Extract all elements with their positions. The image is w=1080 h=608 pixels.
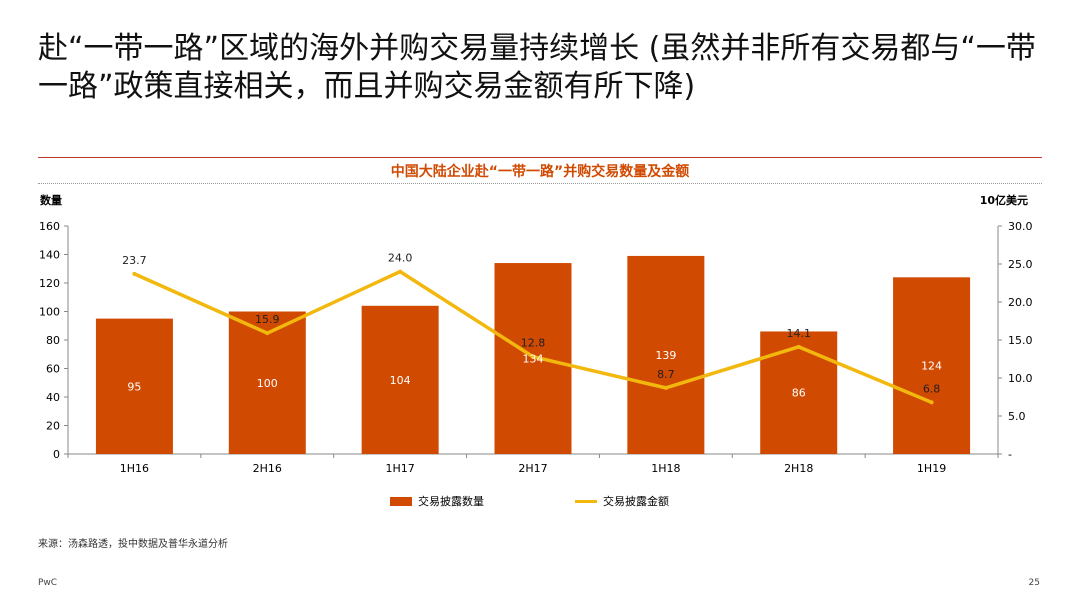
left-tick-label: 0 bbox=[53, 448, 60, 461]
line-data-label: 12.8 bbox=[521, 337, 546, 350]
line-point bbox=[663, 385, 668, 390]
left-tick-label: 20 bbox=[46, 420, 60, 433]
left-tick-label: 80 bbox=[46, 334, 60, 347]
slide-title: 赴“一带一路”区域的海外并购交易量持续增长 (虽然并非所有交易都与“一带一路”政… bbox=[38, 31, 1036, 104]
right-tick-label: 10.0 bbox=[1008, 372, 1033, 385]
line-point bbox=[796, 344, 801, 349]
bar bbox=[228, 311, 306, 454]
line-point bbox=[132, 271, 137, 276]
bar-data-label: 86 bbox=[792, 387, 806, 400]
line-data-label: 24.0 bbox=[388, 252, 413, 265]
right-tick-label: 30.0 bbox=[1008, 220, 1033, 233]
x-tick-label: 2H17 bbox=[518, 462, 547, 475]
bar-data-label: 104 bbox=[390, 374, 411, 387]
x-tick-label: 1H18 bbox=[651, 462, 680, 475]
bar bbox=[627, 255, 705, 454]
right-tick-label: 20.0 bbox=[1008, 296, 1033, 309]
line-point bbox=[265, 331, 270, 336]
line-data-label: 14.1 bbox=[786, 327, 811, 340]
x-tick-label: 2H16 bbox=[253, 462, 282, 475]
bar bbox=[760, 331, 838, 454]
right-axis-title: 10亿美元 bbox=[979, 194, 1028, 207]
left-tick-label: 40 bbox=[46, 391, 60, 404]
bar bbox=[95, 318, 173, 454]
x-tick-label: 1H17 bbox=[386, 462, 415, 475]
right-tick-label: 5.0 bbox=[1008, 410, 1026, 423]
right-tick-label: - bbox=[1008, 448, 1012, 461]
legend-item-bar: 交易披露数量 bbox=[390, 493, 484, 509]
bar-data-label: 124 bbox=[921, 360, 942, 373]
line-point bbox=[531, 354, 535, 359]
line-data-label: 6.8 bbox=[923, 382, 941, 395]
bar-data-label: 139 bbox=[655, 349, 676, 362]
chart-title-divider bbox=[38, 183, 1042, 184]
left-tick-label: 60 bbox=[46, 363, 60, 376]
legend-label-line: 交易披露金额 bbox=[603, 495, 669, 508]
bar bbox=[361, 305, 439, 454]
left-tick-label: 140 bbox=[39, 249, 60, 262]
x-tick-label: 1H19 bbox=[917, 462, 946, 475]
line-data-label: 8.7 bbox=[657, 368, 675, 381]
title-divider bbox=[38, 157, 1042, 158]
legend-swatch-bar bbox=[390, 496, 412, 506]
x-tick-label: 1H16 bbox=[120, 462, 149, 475]
left-tick-label: 120 bbox=[39, 277, 60, 290]
left-tick-label: 160 bbox=[39, 220, 60, 233]
source-note: 来源：汤森路透，投中数据及普华永道分析 bbox=[38, 539, 228, 550]
bar bbox=[893, 277, 971, 454]
x-tick-label: 2H18 bbox=[784, 462, 813, 475]
legend-label-bar: 交易披露数量 bbox=[418, 495, 484, 508]
bar-data-label: 100 bbox=[257, 377, 278, 390]
chart-title: 中国大陆企业赴“一带一路”并购交易数量及金额 bbox=[390, 164, 690, 180]
line-point bbox=[398, 269, 403, 274]
right-tick-label: 15.0 bbox=[1008, 334, 1033, 347]
bar-data-label: 95 bbox=[127, 380, 141, 393]
left-axis-title: 数量 bbox=[40, 194, 62, 207]
left-tick-label: 100 bbox=[39, 306, 60, 319]
bar-data-label: 134 bbox=[523, 353, 544, 366]
line-data-label: 15.9 bbox=[255, 313, 280, 326]
line-data-label: 23.7 bbox=[122, 254, 147, 267]
legend-swatch-line bbox=[575, 499, 597, 503]
legend-item-line: 交易披露金额 bbox=[575, 493, 669, 509]
footer-brand: PwC bbox=[38, 578, 58, 588]
line-point bbox=[929, 400, 934, 405]
right-tick-label: 25.0 bbox=[1008, 258, 1033, 271]
page-number: 25 bbox=[1028, 578, 1040, 588]
